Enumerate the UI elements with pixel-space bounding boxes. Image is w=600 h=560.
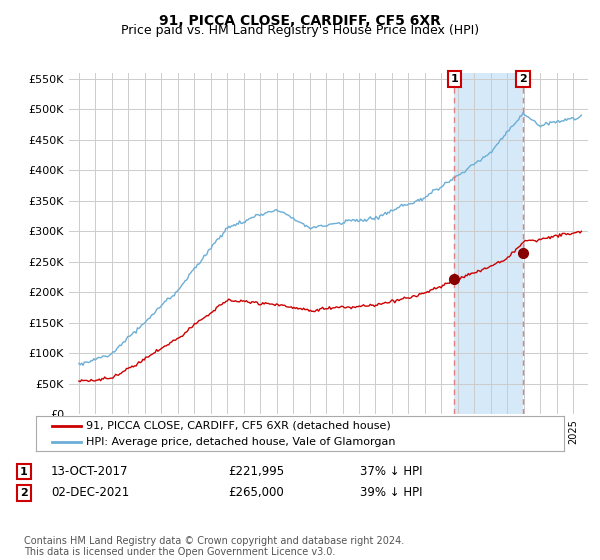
Text: 02-DEC-2021: 02-DEC-2021 xyxy=(51,486,129,500)
Text: £265,000: £265,000 xyxy=(228,486,284,500)
Text: 1: 1 xyxy=(451,74,458,84)
Text: HPI: Average price, detached house, Vale of Glamorgan: HPI: Average price, detached house, Vale… xyxy=(86,437,395,447)
Text: £221,995: £221,995 xyxy=(228,465,284,478)
Text: 91, PICCA CLOSE, CARDIFF, CF5 6XR: 91, PICCA CLOSE, CARDIFF, CF5 6XR xyxy=(159,14,441,28)
Text: 2: 2 xyxy=(519,74,527,84)
Text: 37% ↓ HPI: 37% ↓ HPI xyxy=(360,465,422,478)
Text: 1: 1 xyxy=(20,466,28,477)
Bar xyxy=(454,73,523,414)
Text: Price paid vs. HM Land Registry's House Price Index (HPI): Price paid vs. HM Land Registry's House … xyxy=(121,24,479,37)
Text: 91, PICCA CLOSE, CARDIFF, CF5 6XR (detached house): 91, PICCA CLOSE, CARDIFF, CF5 6XR (detac… xyxy=(86,421,391,431)
Text: 13-OCT-2017: 13-OCT-2017 xyxy=(51,465,128,478)
Text: Contains HM Land Registry data © Crown copyright and database right 2024.
This d: Contains HM Land Registry data © Crown c… xyxy=(24,535,404,557)
Text: 39% ↓ HPI: 39% ↓ HPI xyxy=(360,486,422,500)
Text: 2: 2 xyxy=(20,488,28,498)
